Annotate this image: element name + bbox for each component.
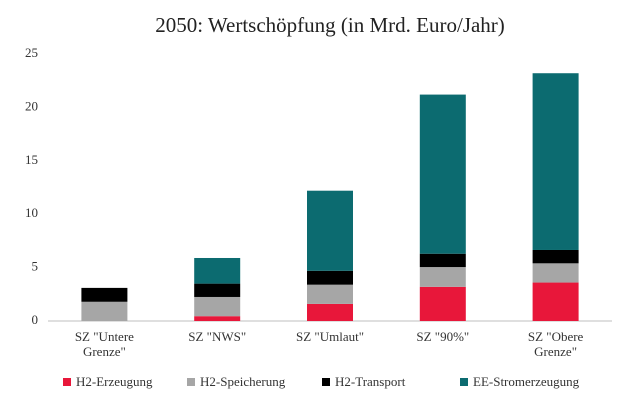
bar-segment — [419, 267, 466, 287]
y-tick-label: 25 — [25, 45, 38, 60]
legend-label: EE-Stromerzeugung — [473, 374, 580, 389]
bar-segment — [307, 284, 353, 304]
x-tick-label: SZ "Untere Grenze" — [74, 329, 134, 359]
legend-label: H2-Transport — [335, 374, 406, 389]
x-tick-label: SZ "NWS" — [188, 329, 247, 344]
bar-segment — [194, 257, 241, 284]
bar-segment — [307, 270, 353, 285]
y-tick-label: 0 — [32, 312, 39, 327]
y-tick-label: 20 — [25, 98, 38, 113]
y-tick-label: 10 — [25, 205, 38, 220]
bar-segment — [81, 287, 128, 302]
y-tick-label: 15 — [25, 152, 38, 167]
bar-segment — [419, 286, 466, 321]
bar-segment — [194, 316, 241, 321]
x-tick-label: SZ "90%" — [416, 329, 470, 344]
bar-segment — [307, 190, 353, 271]
bar-segment — [532, 249, 579, 264]
chart-title: 2050: Wertschöpfung (in Mrd. Euro/Jahr) — [155, 13, 505, 37]
legend-marker — [322, 378, 330, 386]
bar-segment — [419, 94, 466, 254]
bar-segment — [532, 73, 579, 250]
bar-segment — [419, 253, 466, 268]
bar-segment — [194, 296, 241, 317]
x-tick-label: SZ "Umlaut" — [295, 329, 365, 344]
legend-label: H2-Speicherung — [200, 374, 286, 389]
bar-segment — [194, 283, 241, 297]
legend-marker — [187, 378, 195, 386]
bar-segment — [532, 263, 579, 283]
legend-marker — [460, 378, 468, 386]
bar-segment — [81, 301, 128, 321]
bar-segment — [532, 282, 579, 321]
legend-marker — [63, 378, 71, 386]
x-tick-label: SZ "Obere Grenze" — [527, 329, 584, 359]
y-tick-label: 5 — [32, 259, 39, 274]
bar-segment — [307, 303, 353, 321]
legend-label: H2-Erzeugung — [76, 374, 153, 389]
